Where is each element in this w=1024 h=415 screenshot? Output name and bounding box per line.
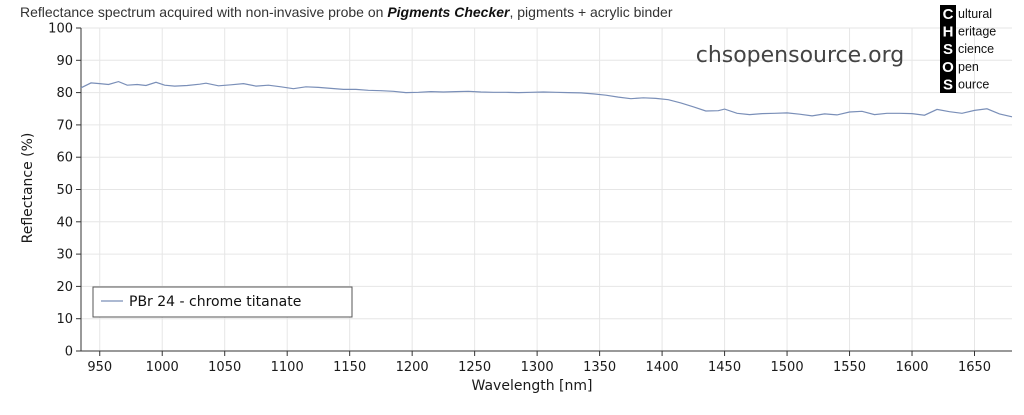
x-tick-label-1500: 1500	[771, 360, 804, 375]
x-tick-label-1550: 1550	[833, 360, 866, 375]
y-axis-ticks: 0 10 20 30 40 50 60 70 80 90 100	[48, 22, 81, 360]
y-tick-label-70: 70	[56, 118, 73, 133]
series-line-0	[80, 80, 1013, 118]
logo-word-2: cience	[958, 42, 994, 56]
chart-title: Reflectance spectrum acquired with non-i…	[20, 4, 673, 20]
logo-letter-4: S	[943, 76, 953, 93]
logo-word-0: ultural	[958, 7, 992, 21]
logo-word-1: eritage	[958, 25, 996, 39]
title-pigments-checker: Pigments Checker	[387, 4, 511, 20]
legend: PBr 24 - chrome titanate	[92, 286, 353, 318]
x-tick-label-1050: 1050	[208, 360, 241, 375]
y-tick-label-20: 20	[56, 280, 73, 295]
title-prefix: Reflectance spectrum acquired with non-i…	[20, 4, 387, 20]
legend-box	[92, 286, 353, 318]
x-axis-ticks: 950 1000 1050 1100 1150 1200 1250 1300 1350 1400 1…	[87, 351, 991, 375]
x-tick-label-950: 950	[87, 360, 112, 375]
logo-black-bar	[940, 5, 956, 93]
title-suffix: , pigments + acrylic binder	[509, 4, 672, 20]
y-tick-label-50: 50	[56, 183, 73, 198]
x-tick-label-1350: 1350	[583, 360, 616, 375]
y-tick-label-30: 30	[56, 248, 73, 263]
x-tick-label-1450: 1450	[708, 360, 741, 375]
series-group	[80, 80, 1013, 118]
x-tick-label-1300: 1300	[521, 360, 554, 375]
logo-word-3: pen	[958, 60, 979, 74]
y-tick-label-90: 90	[56, 54, 73, 69]
logo-letter-1: H	[943, 24, 954, 41]
x-tick-label-1200: 1200	[396, 360, 429, 375]
y-tick-label-0: 0	[65, 345, 73, 360]
logo-letter-2: S	[943, 41, 953, 58]
x-tick-label-1150: 1150	[333, 360, 366, 375]
x-tick-label-1100: 1100	[271, 360, 304, 375]
x-tick-label-1250: 1250	[458, 360, 491, 375]
legend-entry-label: PBr 24 - chrome titanate	[129, 294, 301, 310]
y-tick-label-10: 10	[56, 312, 73, 327]
logo-letter-3: O	[942, 59, 954, 76]
x-tick-label-1400: 1400	[646, 360, 679, 375]
y-axis-label: Reflectance (%)	[20, 133, 36, 244]
x-tick-label-1000: 1000	[146, 360, 179, 375]
watermark-url: chsopensource.org	[696, 43, 905, 68]
x-tick-label-1650: 1650	[958, 360, 991, 375]
y-tick-label-40: 40	[56, 215, 73, 230]
y-tick-label-100: 100	[48, 22, 73, 37]
logo-letter-0: C	[943, 6, 954, 23]
x-axis-label: Wavelength [nm]	[472, 378, 593, 394]
y-tick-label-60: 60	[56, 151, 73, 166]
x-tick-label-1600: 1600	[895, 360, 928, 375]
y-tick-label-80: 80	[56, 86, 73, 101]
logo-word-4: ource	[958, 77, 989, 91]
